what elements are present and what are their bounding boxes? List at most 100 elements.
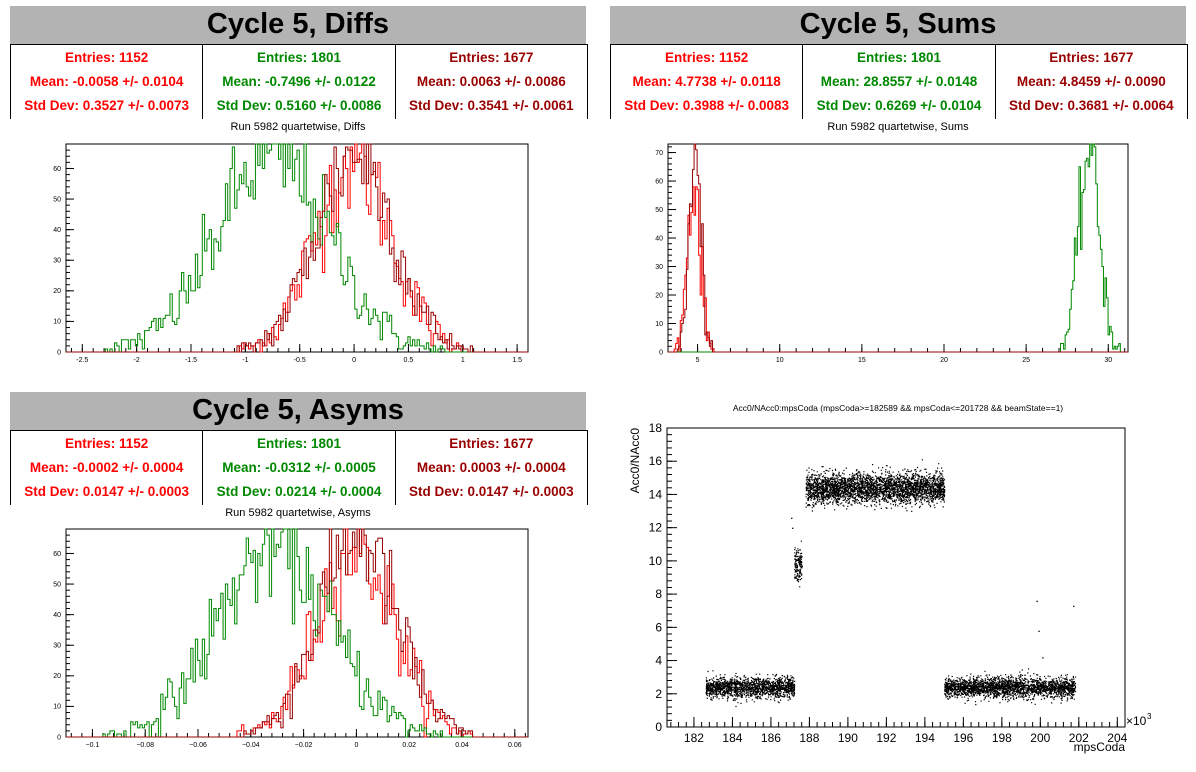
diffs-axes: -2.5 -2 -1.5 -1 -0.5 0 0.5 1 1.5 0 10 20 30 40 50 60 <box>53 143 529 364</box>
diffs-stats-col-3: Entries: 1677 Mean: 0.0063 +/- 0.0086 St… <box>394 45 587 119</box>
stat-entries: Entries: 1152 <box>65 436 149 451</box>
sums-stats-col-1: Entries: 1152 Mean: 4.7738 +/- 0.0118 St… <box>611 45 802 119</box>
sums-stats-col-3: Entries: 1677 Mean: 4.8459 +/- 0.0090 St… <box>994 45 1187 119</box>
diffs-plot-title: Run 5982 quartetwise, Diffs <box>230 121 366 133</box>
y-tick-label: 0 <box>57 734 61 741</box>
x-tick-label: 5 <box>696 357 700 364</box>
asyms-stats-box: Entries: 1152 Mean: -0.0002 +/- 0.0004 S… <box>10 430 588 505</box>
y-tick-label: 50 <box>655 207 663 214</box>
scatter-ylabel: Acc0/NAcc0 <box>628 428 642 494</box>
stat-mean: Mean: -0.0002 +/- 0.0004 <box>29 460 184 475</box>
scatter-points <box>705 459 1077 708</box>
x-tick-label: −0.08 <box>136 742 154 749</box>
x-tick-label: 196 <box>953 731 973 745</box>
x-tick-label: 202 <box>1069 731 1089 745</box>
x-tick-label: 194 <box>915 731 935 745</box>
scatter-point <box>1038 630 1040 632</box>
stat-std: Std Dev: 0.3541 +/- 0.0061 <box>408 98 574 113</box>
y-tick-label: 70 <box>655 150 663 157</box>
sums-series-0 <box>668 186 1128 353</box>
diffs-series-2 <box>66 143 528 353</box>
x-tick-label: -2.5 <box>76 357 88 364</box>
x-tick-label: 15 <box>858 357 866 364</box>
x-tick-label: 1 <box>461 357 465 364</box>
y-tick-label: 20 <box>655 292 663 299</box>
x-tick-label: 30 <box>1104 357 1112 364</box>
asyms-stats-col-1: Entries: 1152 Mean: -0.0002 +/- 0.0004 S… <box>11 431 202 505</box>
y-tick-label: 18 <box>649 421 663 435</box>
x-tick-label: 25 <box>1022 357 1030 364</box>
y-tick-label: 40 <box>655 235 663 242</box>
sums-series-1 <box>668 143 1128 353</box>
x-tick-label: −0.1 <box>85 742 99 749</box>
scatter-xlabel: mpsCoda <box>1074 740 1126 754</box>
y-tick-label: 6 <box>655 620 662 634</box>
asyms-stats-col-2: Entries: 1801 Mean: -0.0312 +/- 0.0005 S… <box>202 431 394 505</box>
stat-entries: Entries: 1152 <box>665 50 749 65</box>
x-tick-label: 0.06 <box>508 742 522 749</box>
stat-std: Std Dev: 0.3988 +/- 0.0083 <box>624 98 790 113</box>
sums-stats-box: Entries: 1152 Mean: 4.7738 +/- 0.0118 St… <box>610 44 1188 119</box>
scatter-axes: 182 184 186 188 190 192 194 196 198 200 202 2040246… <box>649 421 1128 745</box>
sums-series-2 <box>668 143 1128 353</box>
stat-entries: Entries: 1801 <box>256 436 342 451</box>
asyms-axes: −0.1 −0.08 −0.06 −0.04 −0.02 0 0.02 0.04 0.06 0 10… <box>53 528 529 749</box>
y-tick-label: 14 <box>649 487 663 501</box>
x-tick-label: 192 <box>876 731 896 745</box>
stat-entries: Entries: 1801 <box>856 50 942 65</box>
y-tick-label: 20 <box>53 288 61 295</box>
x-tick-label: 186 <box>761 731 781 745</box>
y-tick-label: 0 <box>659 349 663 356</box>
stat-mean: Mean: 4.8459 +/- 0.0090 <box>1016 74 1166 89</box>
x-tick-label: 1.5 <box>512 357 522 364</box>
x-tick-label: 184 <box>722 731 742 745</box>
sums-title: Cycle 5, Sums <box>610 6 1186 44</box>
stat-std: Std Dev: 0.5160 +/- 0.0086 <box>216 98 382 113</box>
stat-std: Std Dev: 0.3527 +/- 0.0073 <box>24 98 190 113</box>
x-tick-label: 198 <box>992 731 1012 745</box>
y-tick-label: 60 <box>53 551 61 558</box>
stat-entries: Entries: 1677 <box>449 50 534 65</box>
sums-plot-title: Run 5982 quartetwise, Sums <box>827 121 969 133</box>
diffs-frame <box>65 143 529 353</box>
stat-mean: Mean: -0.0058 +/- 0.0104 <box>29 74 184 89</box>
stat-entries: Entries: 1801 <box>256 50 342 65</box>
stat-mean: Mean: -0.7496 +/- 0.0122 <box>222 74 376 89</box>
asyms-series-1 <box>66 528 528 738</box>
asyms-series-0 <box>66 528 528 738</box>
stat-std: Std Dev: 0.6269 +/- 0.0104 <box>816 98 982 113</box>
y-tick-label: 2 <box>655 687 662 701</box>
y-tick-label: 8 <box>655 587 662 601</box>
scatter-x-multiplier-exp: 3 <box>1147 712 1152 721</box>
scatter-point <box>791 517 793 519</box>
stat-entries: Entries: 1677 <box>1049 50 1134 65</box>
asyms-frame <box>65 528 529 738</box>
x-tick-label: 0.5 <box>404 357 414 364</box>
y-tick-label: 30 <box>53 258 61 265</box>
y-tick-label: 30 <box>53 643 61 650</box>
scatter-point <box>792 527 794 529</box>
y-tick-label: 10 <box>649 554 663 568</box>
scatter-point <box>1073 605 1075 608</box>
y-tick-label: 50 <box>53 581 61 588</box>
x-tick-label: -2 <box>134 357 140 364</box>
stat-entries: Entries: 1152 <box>65 50 149 65</box>
x-tick-label: 190 <box>838 731 858 745</box>
stat-mean: Mean: 28.8557 +/- 0.0148 <box>820 74 978 89</box>
stat-mean: Mean: -0.0312 +/- 0.0005 <box>222 460 376 475</box>
stat-std: Std Dev: 0.0214 +/- 0.0004 <box>216 484 382 499</box>
stat-entries: Entries: 1677 <box>449 436 534 451</box>
sums-axes: 5 10 15 20 25 30 0 10 20 30 40 50 60 70 <box>655 143 1129 364</box>
x-tick-label: 182 <box>684 731 704 745</box>
stat-mean: Mean: 4.7738 +/- 0.0118 <box>632 74 781 89</box>
y-tick-label: 10 <box>53 319 61 326</box>
scatter-frame <box>666 427 1126 728</box>
x-tick-label: -1.5 <box>185 357 197 364</box>
scatter-cluster-3 <box>944 668 1077 706</box>
x-tick-label: -1 <box>242 357 248 364</box>
x-tick-label: 0 <box>352 357 356 364</box>
y-tick-label: 60 <box>53 166 61 173</box>
stat-std: Std Dev: 0.0147 +/- 0.0003 <box>408 484 574 499</box>
x-tick-label: 20 <box>940 357 948 364</box>
